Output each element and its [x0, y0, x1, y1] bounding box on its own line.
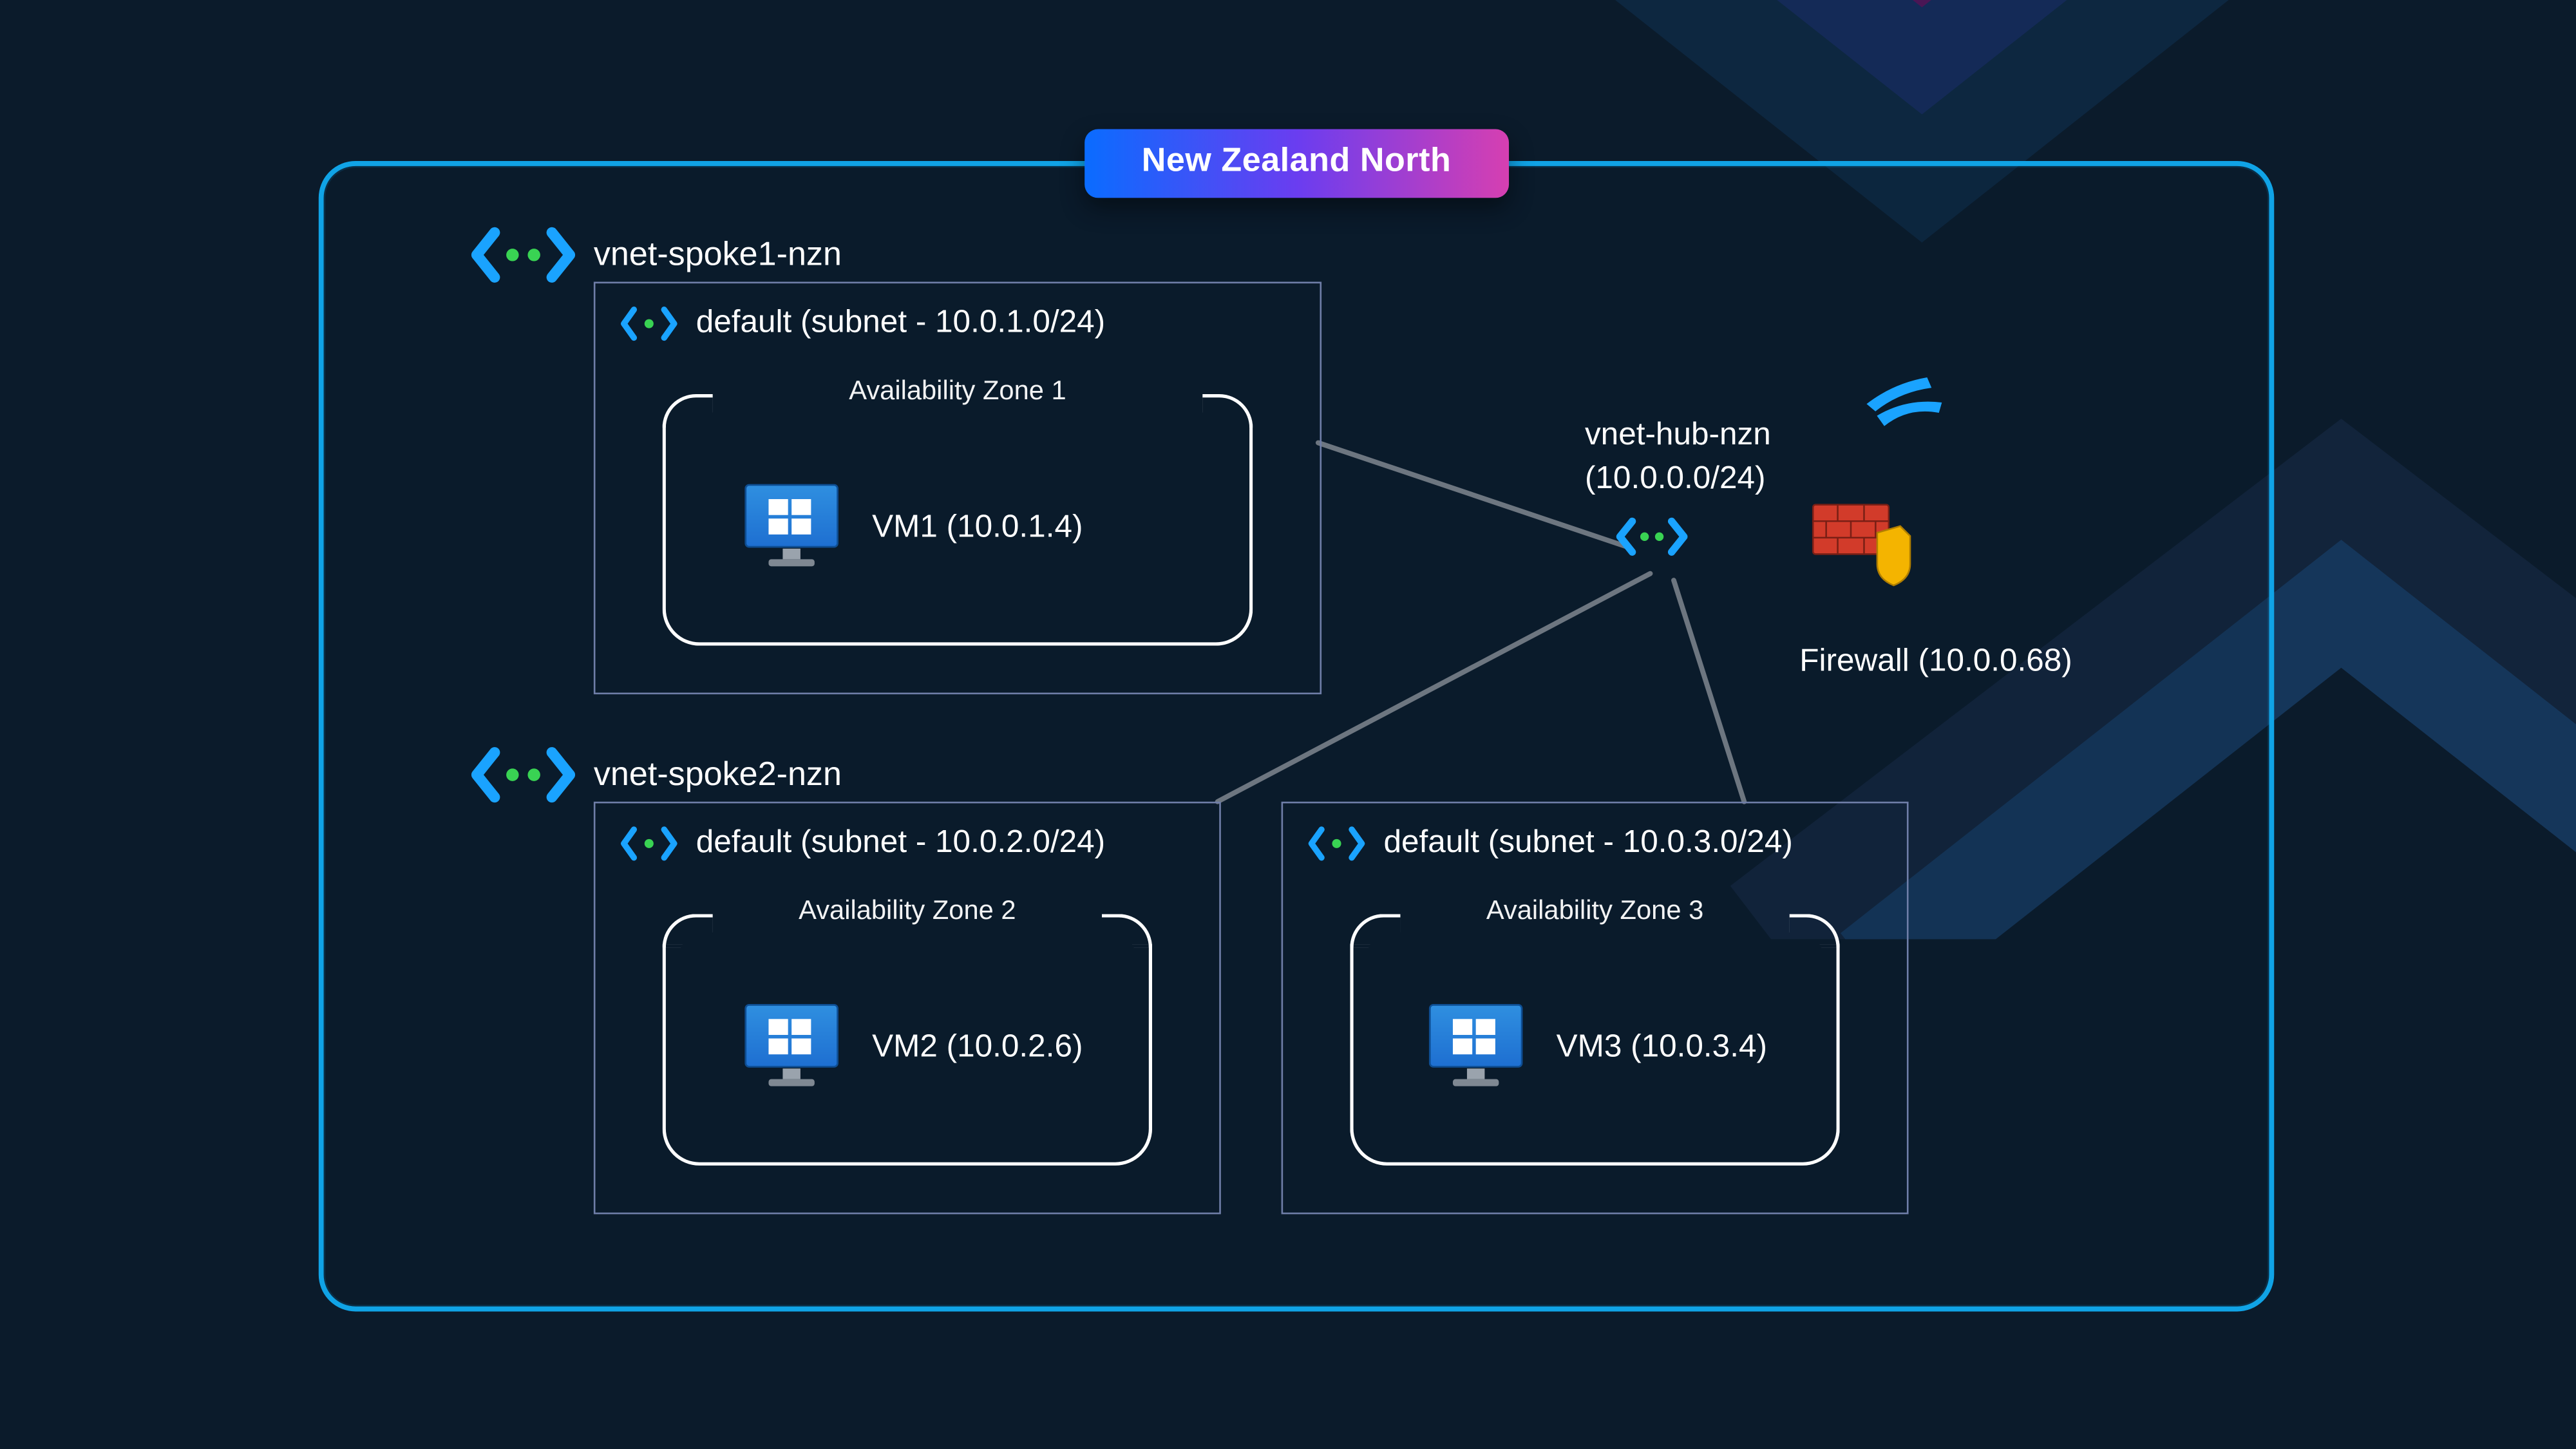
spoke2-subnet-b-az-label: Availability Zone 3: [1486, 897, 1703, 927]
spoke2-subnet-a-az-label: Availability Zone 2: [799, 897, 1016, 927]
spoke1-name: vnet-spoke1-nzn: [594, 236, 842, 274]
spoke2-vm-b-label: VM3 (10.0.3.4): [1557, 1030, 1767, 1066]
vm-icon: [1422, 999, 1530, 1097]
vnet-icon: [469, 222, 577, 289]
spoke1-subnet-header: default (subnet - 10.0.1.0/24): [619, 300, 1105, 347]
spoke2-vm-a: VM2 (10.0.2.6): [738, 999, 1083, 1097]
vnet-icon: [1615, 513, 1689, 560]
spoke2-label: vnet-spoke2-nzn: [469, 741, 842, 808]
spoke1-vm: VM1 (10.0.1.4): [738, 480, 1083, 577]
network-swoosh-icon: [1857, 366, 1951, 440]
spoke2-vm-b: VM3 (10.0.3.4): [1422, 999, 1767, 1097]
hub-name: vnet-hub-nzn: [1585, 414, 1771, 457]
spoke1-vm-label: VM1 (10.0.1.4): [872, 510, 1083, 547]
spoke1-label: vnet-spoke1-nzn: [469, 222, 842, 289]
spoke2-subnet-a-header: default (subnet - 10.0.2.0/24): [619, 820, 1105, 867]
vm-icon: [738, 999, 846, 1097]
vm-icon: [738, 480, 846, 577]
firewall-label: Firewall (10.0.0.68): [1799, 644, 2072, 681]
vnet-icon: [469, 741, 577, 808]
hub-label: vnet-hub-nzn (10.0.0.0/24): [1585, 414, 1771, 500]
spoke2-subnet-b-title: default (subnet - 10.0.3.0/24): [1383, 825, 1792, 862]
region-title: New Zealand North: [1142, 142, 1452, 179]
subnet-icon: [619, 300, 679, 347]
firewall-icon: [1808, 500, 1915, 591]
spoke2-vm-a-label: VM2 (10.0.2.6): [872, 1030, 1083, 1066]
spoke2-subnet-a-title: default (subnet - 10.0.2.0/24): [696, 825, 1105, 862]
hub-cidr: (10.0.0.0/24): [1585, 457, 1771, 500]
region-title-pill: New Zealand North: [1084, 129, 1508, 198]
spoke1-az-label: Availability Zone 1: [849, 377, 1066, 408]
spoke2-subnet-b-header: default (subnet - 10.0.3.0/24): [1307, 820, 1793, 867]
subnet-icon: [1307, 820, 1367, 867]
spoke2-name: vnet-spoke2-nzn: [594, 755, 842, 794]
subnet-icon: [619, 820, 679, 867]
spoke1-subnet-title: default (subnet - 10.0.1.0/24): [696, 305, 1105, 342]
